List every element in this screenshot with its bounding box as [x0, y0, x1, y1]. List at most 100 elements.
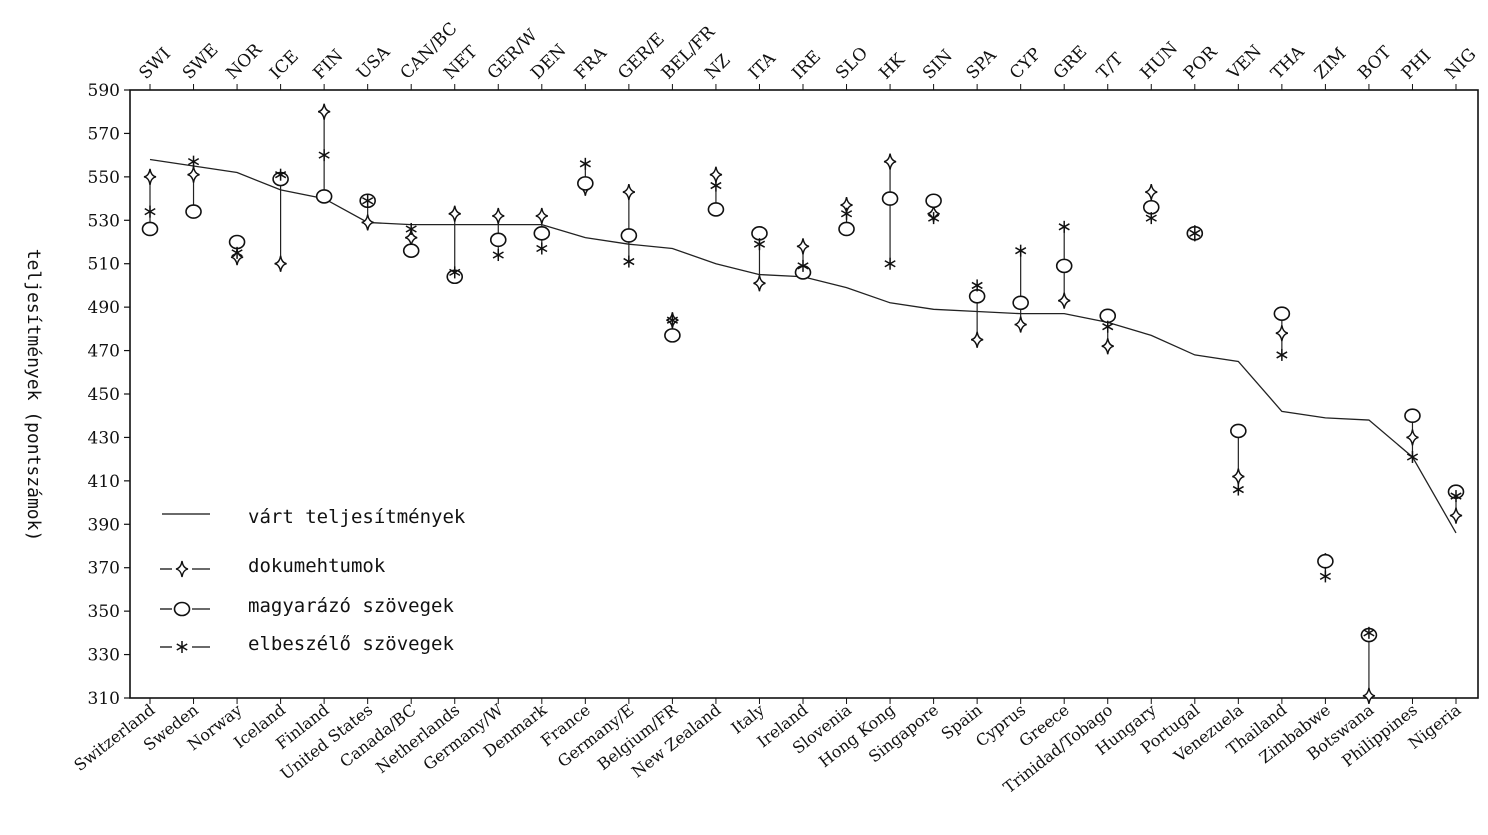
data-point-star	[1276, 348, 1288, 361]
data-point-star	[1015, 244, 1027, 257]
data-point-diamond	[1362, 687, 1376, 704]
data-point-diamond	[1406, 429, 1419, 446]
data-point-star	[231, 246, 243, 259]
data-point-star	[1363, 626, 1375, 639]
data-point-star	[797, 259, 809, 272]
star-stroke	[1189, 229, 1201, 237]
data-point-circle	[141, 221, 159, 237]
star-stroke	[971, 281, 983, 290]
top-category-label: NET	[440, 42, 482, 84]
top-category-label: PHI	[1398, 46, 1435, 83]
top-category-label: HK	[875, 50, 909, 84]
star-stroke	[318, 151, 330, 159]
y-tick-label: 330	[88, 646, 120, 666]
top-category-label: ZIM	[1311, 44, 1351, 84]
data-point-circle	[881, 191, 899, 206]
legend-label: várt teljesítmények	[248, 506, 466, 528]
data-point-star	[1319, 570, 1331, 583]
top-category-label: SWE	[179, 40, 223, 84]
star-stroke	[1276, 351, 1288, 359]
y-tick-label: 410	[88, 472, 120, 492]
star-stroke	[1406, 453, 1419, 461]
star-stroke	[362, 197, 374, 205]
top-category-label: ITA	[745, 48, 780, 83]
star-stroke	[1232, 485, 1244, 494]
data-point-star	[840, 207, 853, 220]
star-stroke	[710, 181, 722, 190]
data-point-star	[623, 255, 635, 268]
legend-label: elbeszélő szövegek	[248, 633, 454, 655]
data-point-circle	[1142, 199, 1160, 215]
data-point-circle	[533, 226, 551, 241]
data-point-star	[971, 279, 983, 292]
data-point-circle	[1230, 423, 1247, 439]
star-stroke	[1015, 247, 1027, 255]
star-stroke	[1145, 214, 1157, 222]
data-point-circle	[838, 221, 855, 237]
star-stroke	[144, 207, 156, 216]
data-point-star	[1145, 212, 1157, 225]
y-tick-label: 550	[88, 168, 120, 188]
top-category-label: POR	[1180, 42, 1222, 84]
data-point-circle	[925, 193, 942, 209]
top-category-label: SLO	[832, 43, 872, 83]
data-point-star	[318, 149, 330, 162]
star-stroke	[231, 249, 243, 257]
data-point-circle	[315, 189, 333, 204]
data-point-circle	[1404, 408, 1421, 424]
data-point-circle	[1099, 308, 1117, 324]
data-point-diamond	[1449, 507, 1463, 524]
data-point-star	[362, 194, 374, 207]
star-stroke	[176, 643, 188, 651]
data-point-diamond	[274, 255, 287, 272]
top-category-label: T/T	[1093, 49, 1128, 84]
y-tick-label: 530	[88, 211, 120, 231]
top-category-label: SPA	[963, 45, 1002, 84]
data-point-diamond	[492, 207, 505, 225]
data-point-star	[928, 212, 940, 225]
y-tick-label: 490	[88, 298, 120, 318]
y-tick-label: 590	[88, 81, 120, 101]
star-stroke	[666, 316, 678, 324]
data-point-diamond	[1232, 468, 1245, 485]
top-category-label: BOT	[1354, 42, 1396, 84]
data-point-diamond	[535, 207, 548, 225]
top-category-label: NZ	[701, 50, 734, 83]
top-category-label: SIN	[919, 46, 957, 84]
data-point-circle	[1273, 306, 1291, 321]
data-point-star	[1058, 220, 1070, 233]
data-point-circle	[228, 234, 246, 250]
star-stroke	[797, 262, 809, 270]
star-stroke	[579, 160, 591, 168]
star-stroke	[840, 210, 853, 218]
legend-marker-circle	[173, 601, 191, 617]
star-stroke	[492, 251, 504, 259]
star-stroke	[187, 158, 200, 166]
data-point-circle	[402, 243, 420, 258]
star-stroke	[449, 268, 461, 277]
star-stroke	[884, 260, 896, 268]
data-point-diamond	[187, 166, 200, 183]
data-point-circle	[1055, 258, 1073, 274]
top-category-label: NOR	[222, 39, 266, 83]
data-point-star	[1189, 227, 1201, 240]
data-point-star	[1406, 450, 1419, 463]
data-point-star	[753, 238, 766, 251]
data-point-diamond	[970, 331, 984, 348]
y-tick-label: 510	[88, 255, 120, 275]
legend-marker-star	[176, 641, 188, 653]
data-point-circle	[577, 176, 594, 191]
y-tick-label: 370	[88, 559, 120, 579]
star-stroke	[1102, 323, 1114, 331]
top-category-label: FIN	[310, 46, 348, 84]
y-tick-label: 470	[88, 342, 120, 362]
data-point-star	[275, 168, 287, 181]
data-point-star	[1232, 483, 1244, 496]
top-category-label: CYP	[1006, 44, 1045, 83]
data-point-star	[884, 257, 896, 270]
chart-marks: 310 330 350 370 390 410 430 450 470 490 510 530 550 5…	[70, 19, 1480, 797]
top-category-label: THA	[1267, 42, 1309, 84]
star-stroke	[1363, 629, 1375, 637]
data-point-star	[187, 155, 200, 168]
y-tick-label: 430	[88, 428, 120, 448]
